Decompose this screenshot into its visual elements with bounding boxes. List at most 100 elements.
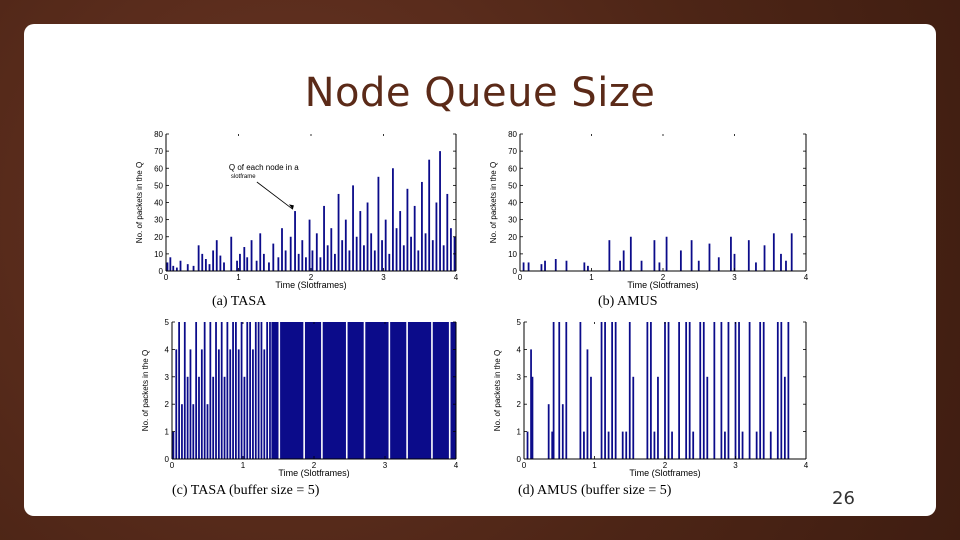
bar — [708, 243, 711, 271]
bar — [269, 322, 271, 459]
bar — [522, 262, 525, 271]
y-tick-label: 40 — [508, 199, 517, 208]
x-tick-label: 0 — [170, 461, 175, 470]
bar-gap — [345, 322, 348, 459]
bar — [226, 322, 229, 459]
bar — [780, 322, 783, 459]
bar — [734, 322, 737, 459]
bar — [748, 322, 751, 459]
annotation-subtext: slotframe — [231, 174, 256, 180]
chart-caption: (c) TASA (buffer size = 5) — [172, 483, 320, 498]
bar — [255, 260, 258, 271]
y-tick-label: 50 — [154, 181, 163, 190]
bar — [359, 211, 362, 271]
bar — [281, 228, 283, 271]
bar — [192, 265, 195, 271]
bar — [653, 431, 656, 459]
bar — [252, 349, 254, 459]
bar — [208, 264, 211, 271]
bar-gap — [431, 322, 433, 459]
bar — [175, 267, 178, 271]
x-tick-label: 3 — [381, 273, 386, 282]
bar — [417, 250, 420, 271]
bar — [323, 205, 325, 271]
page-number: 26 — [832, 488, 855, 509]
bar — [665, 236, 668, 271]
bar — [219, 255, 222, 271]
bar — [772, 233, 775, 271]
y-axis-label: No. of packets in the Q — [493, 350, 502, 431]
bar — [186, 264, 189, 271]
bar — [172, 431, 175, 459]
bar — [653, 240, 656, 271]
bar — [200, 349, 203, 459]
bar — [326, 245, 329, 271]
bar — [611, 322, 614, 459]
y-tick-label: 0 — [159, 267, 164, 276]
bar — [446, 193, 449, 271]
bar — [787, 322, 790, 459]
bar — [759, 322, 762, 459]
bar — [628, 322, 631, 459]
bar — [406, 188, 409, 271]
y-tick-label: 80 — [508, 130, 517, 139]
bar — [337, 193, 340, 271]
bar — [671, 431, 673, 459]
bar-gap — [406, 322, 408, 459]
chart-caption: (d) AMUS (buffer size = 5) — [518, 483, 672, 498]
bar-gap — [448, 322, 451, 459]
bar — [311, 250, 314, 271]
y-tick-label: 70 — [508, 147, 517, 156]
bar — [762, 322, 765, 459]
bar — [697, 260, 700, 271]
bar — [183, 322, 186, 459]
x-axis-label: Time (Slotframes) — [275, 280, 346, 290]
y-tick-label: 4 — [165, 345, 170, 354]
x-tick-label: 2 — [663, 461, 668, 470]
bar — [240, 322, 243, 459]
bar — [377, 176, 380, 271]
bar — [179, 260, 182, 271]
bar — [544, 260, 546, 271]
chart-caption: (b) AMUS — [598, 294, 658, 309]
bar — [330, 228, 333, 271]
bar — [667, 322, 670, 459]
bar — [294, 211, 296, 271]
y-tick-label: 3 — [517, 373, 522, 382]
chart-c: 0 1 2 3 4 0 1 2 3 4 5 Time (Slotframes) No. of packe… — [141, 318, 459, 498]
bar — [769, 431, 772, 459]
y-tick-label: 10 — [508, 250, 517, 259]
bar — [334, 253, 336, 271]
bar — [186, 376, 189, 459]
y-tick-label: 70 — [154, 147, 163, 156]
x-tick-label: 2 — [661, 273, 666, 282]
bar — [305, 257, 307, 271]
x-tick-label: 1 — [592, 461, 597, 470]
x-tick-label: 4 — [804, 273, 809, 282]
y-tick-label: 4 — [517, 345, 522, 354]
bar — [658, 262, 661, 271]
bar — [223, 262, 225, 271]
bar — [229, 349, 232, 459]
bar — [344, 219, 347, 271]
bar — [713, 322, 716, 459]
x-axis-label: Time (Slotframes) — [627, 280, 698, 290]
y-axis-label: No. of packets in the Q — [489, 162, 498, 243]
bar — [790, 233, 793, 271]
bar — [352, 185, 354, 271]
bar — [341, 240, 344, 271]
chart-caption: (a) TASA — [212, 294, 267, 309]
x-tick-label: 0 — [164, 273, 169, 282]
bar — [706, 376, 709, 459]
bar — [424, 233, 427, 271]
x-axis-label: Time (Slotframes) — [629, 468, 700, 478]
bar — [212, 250, 215, 271]
bar — [388, 253, 391, 271]
bar — [370, 233, 373, 271]
bar — [297, 253, 300, 271]
bar — [223, 376, 226, 459]
bar — [551, 431, 554, 459]
bar — [720, 322, 723, 459]
x-tick-label: 4 — [454, 461, 459, 470]
